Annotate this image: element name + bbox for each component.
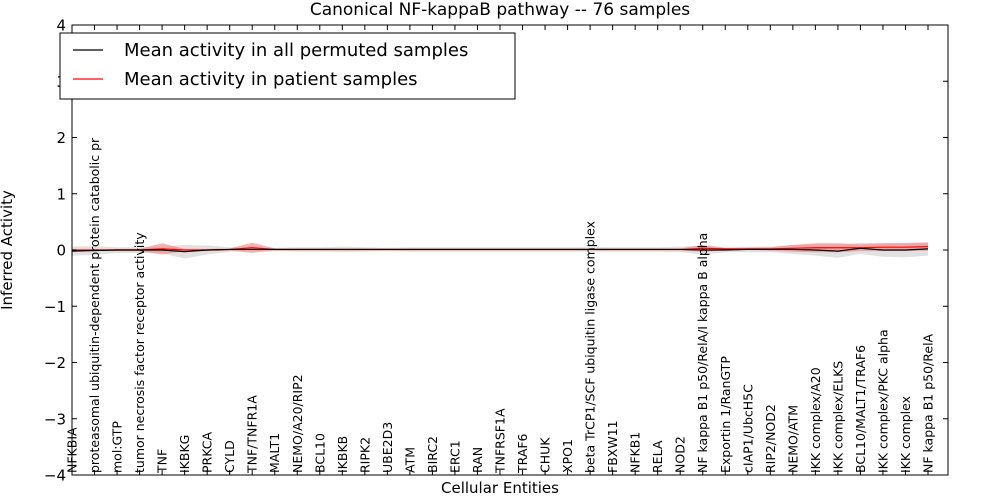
y-tick-label: −3 xyxy=(44,410,66,428)
y-tick-label: 1 xyxy=(56,185,66,203)
legend: Mean activity in all permuted samples Mea… xyxy=(59,32,516,100)
category-label: ATM xyxy=(402,447,417,473)
category-label: PRKCA xyxy=(200,432,215,473)
category-label: TNF xyxy=(155,449,170,474)
plot-frame xyxy=(71,24,949,476)
y-tick-label: −1 xyxy=(44,298,66,316)
category-label: MALT1 xyxy=(267,433,282,473)
category-label: TRAF6 xyxy=(515,433,530,474)
y-axis-label: Inferred Activity xyxy=(0,190,16,310)
category-label: Exportin 1/RanGTP xyxy=(718,356,733,473)
category-label: mol:GTP xyxy=(110,421,125,473)
category-label: IKK complex/A20 xyxy=(808,367,823,473)
category-label: FBXW11 xyxy=(605,420,620,473)
category-label: XPO1 xyxy=(560,439,575,473)
legend-label: Mean activity in patient samples xyxy=(124,69,418,90)
category-label: tumor necrosis factor receptor activity xyxy=(132,232,147,473)
band-series-1 xyxy=(72,242,928,255)
category-label: BCL10 xyxy=(312,433,327,473)
category-label: CHUK xyxy=(538,437,553,473)
y-tick-label: −4 xyxy=(44,467,66,485)
category-label: IKK complex xyxy=(898,396,913,473)
y-tick-label: 2 xyxy=(56,129,66,147)
category-label: RIP2/NOD2 xyxy=(763,404,778,473)
legend-box xyxy=(59,32,516,100)
category-label: RAN xyxy=(470,447,485,473)
category-label: TNF/TNFR1A xyxy=(245,395,260,474)
category-label: BCL10/MALT1/TRAF6 xyxy=(853,345,868,473)
category-label: RIPK2 xyxy=(357,437,372,473)
category-label: BIRC2 xyxy=(425,436,440,473)
y-tick-label: 0 xyxy=(56,242,66,260)
category-label: NEMO/A20/RIP2 xyxy=(290,374,305,473)
category-label: IKBKB xyxy=(335,436,350,473)
category-label: CYLD xyxy=(222,440,237,473)
category-label: beta TrCP1/SCF ubiquitin ligase complex xyxy=(583,221,598,473)
category-label: ERC1 xyxy=(447,440,462,473)
series-lines xyxy=(71,246,929,253)
category-label: NOD2 xyxy=(673,436,688,473)
category-label: IKK complex/ELKS xyxy=(830,361,845,473)
category-label: NF kappa B1 p50/RelA/I kappa B alpha xyxy=(695,233,710,473)
y-tick-label: 4 xyxy=(56,17,66,35)
line-series-0 xyxy=(71,247,929,253)
category-label: proteasomal ubiquitin-dependent protein … xyxy=(87,137,102,473)
y-tick-label: −2 xyxy=(44,354,66,372)
category-label: cIAP1/UbcH5C xyxy=(740,384,755,473)
chart-title: Canonical NF-kappaB pathway -- 76 sample… xyxy=(310,0,690,20)
category-labels: NFKBIA proteasomal ubiquitin-dependent pr… xyxy=(65,137,936,474)
category-label: NFKB1 xyxy=(628,432,643,473)
confidence-bands xyxy=(72,242,928,259)
legend-label: Mean activity in all permuted samples xyxy=(124,40,468,61)
category-label: NF kappa B1 p50/RelA xyxy=(921,333,936,473)
category-label: UBE2D3 xyxy=(380,422,395,473)
category-label: RELA xyxy=(650,440,665,473)
category-label: IKK complex/PKC alpha xyxy=(875,329,890,473)
category-label: IKBKG xyxy=(177,435,192,473)
category-label: TNFRSF1A xyxy=(493,408,508,474)
x-axis-label: Cellular Entities xyxy=(441,479,559,497)
category-label: NEMO/ATM xyxy=(785,405,800,473)
